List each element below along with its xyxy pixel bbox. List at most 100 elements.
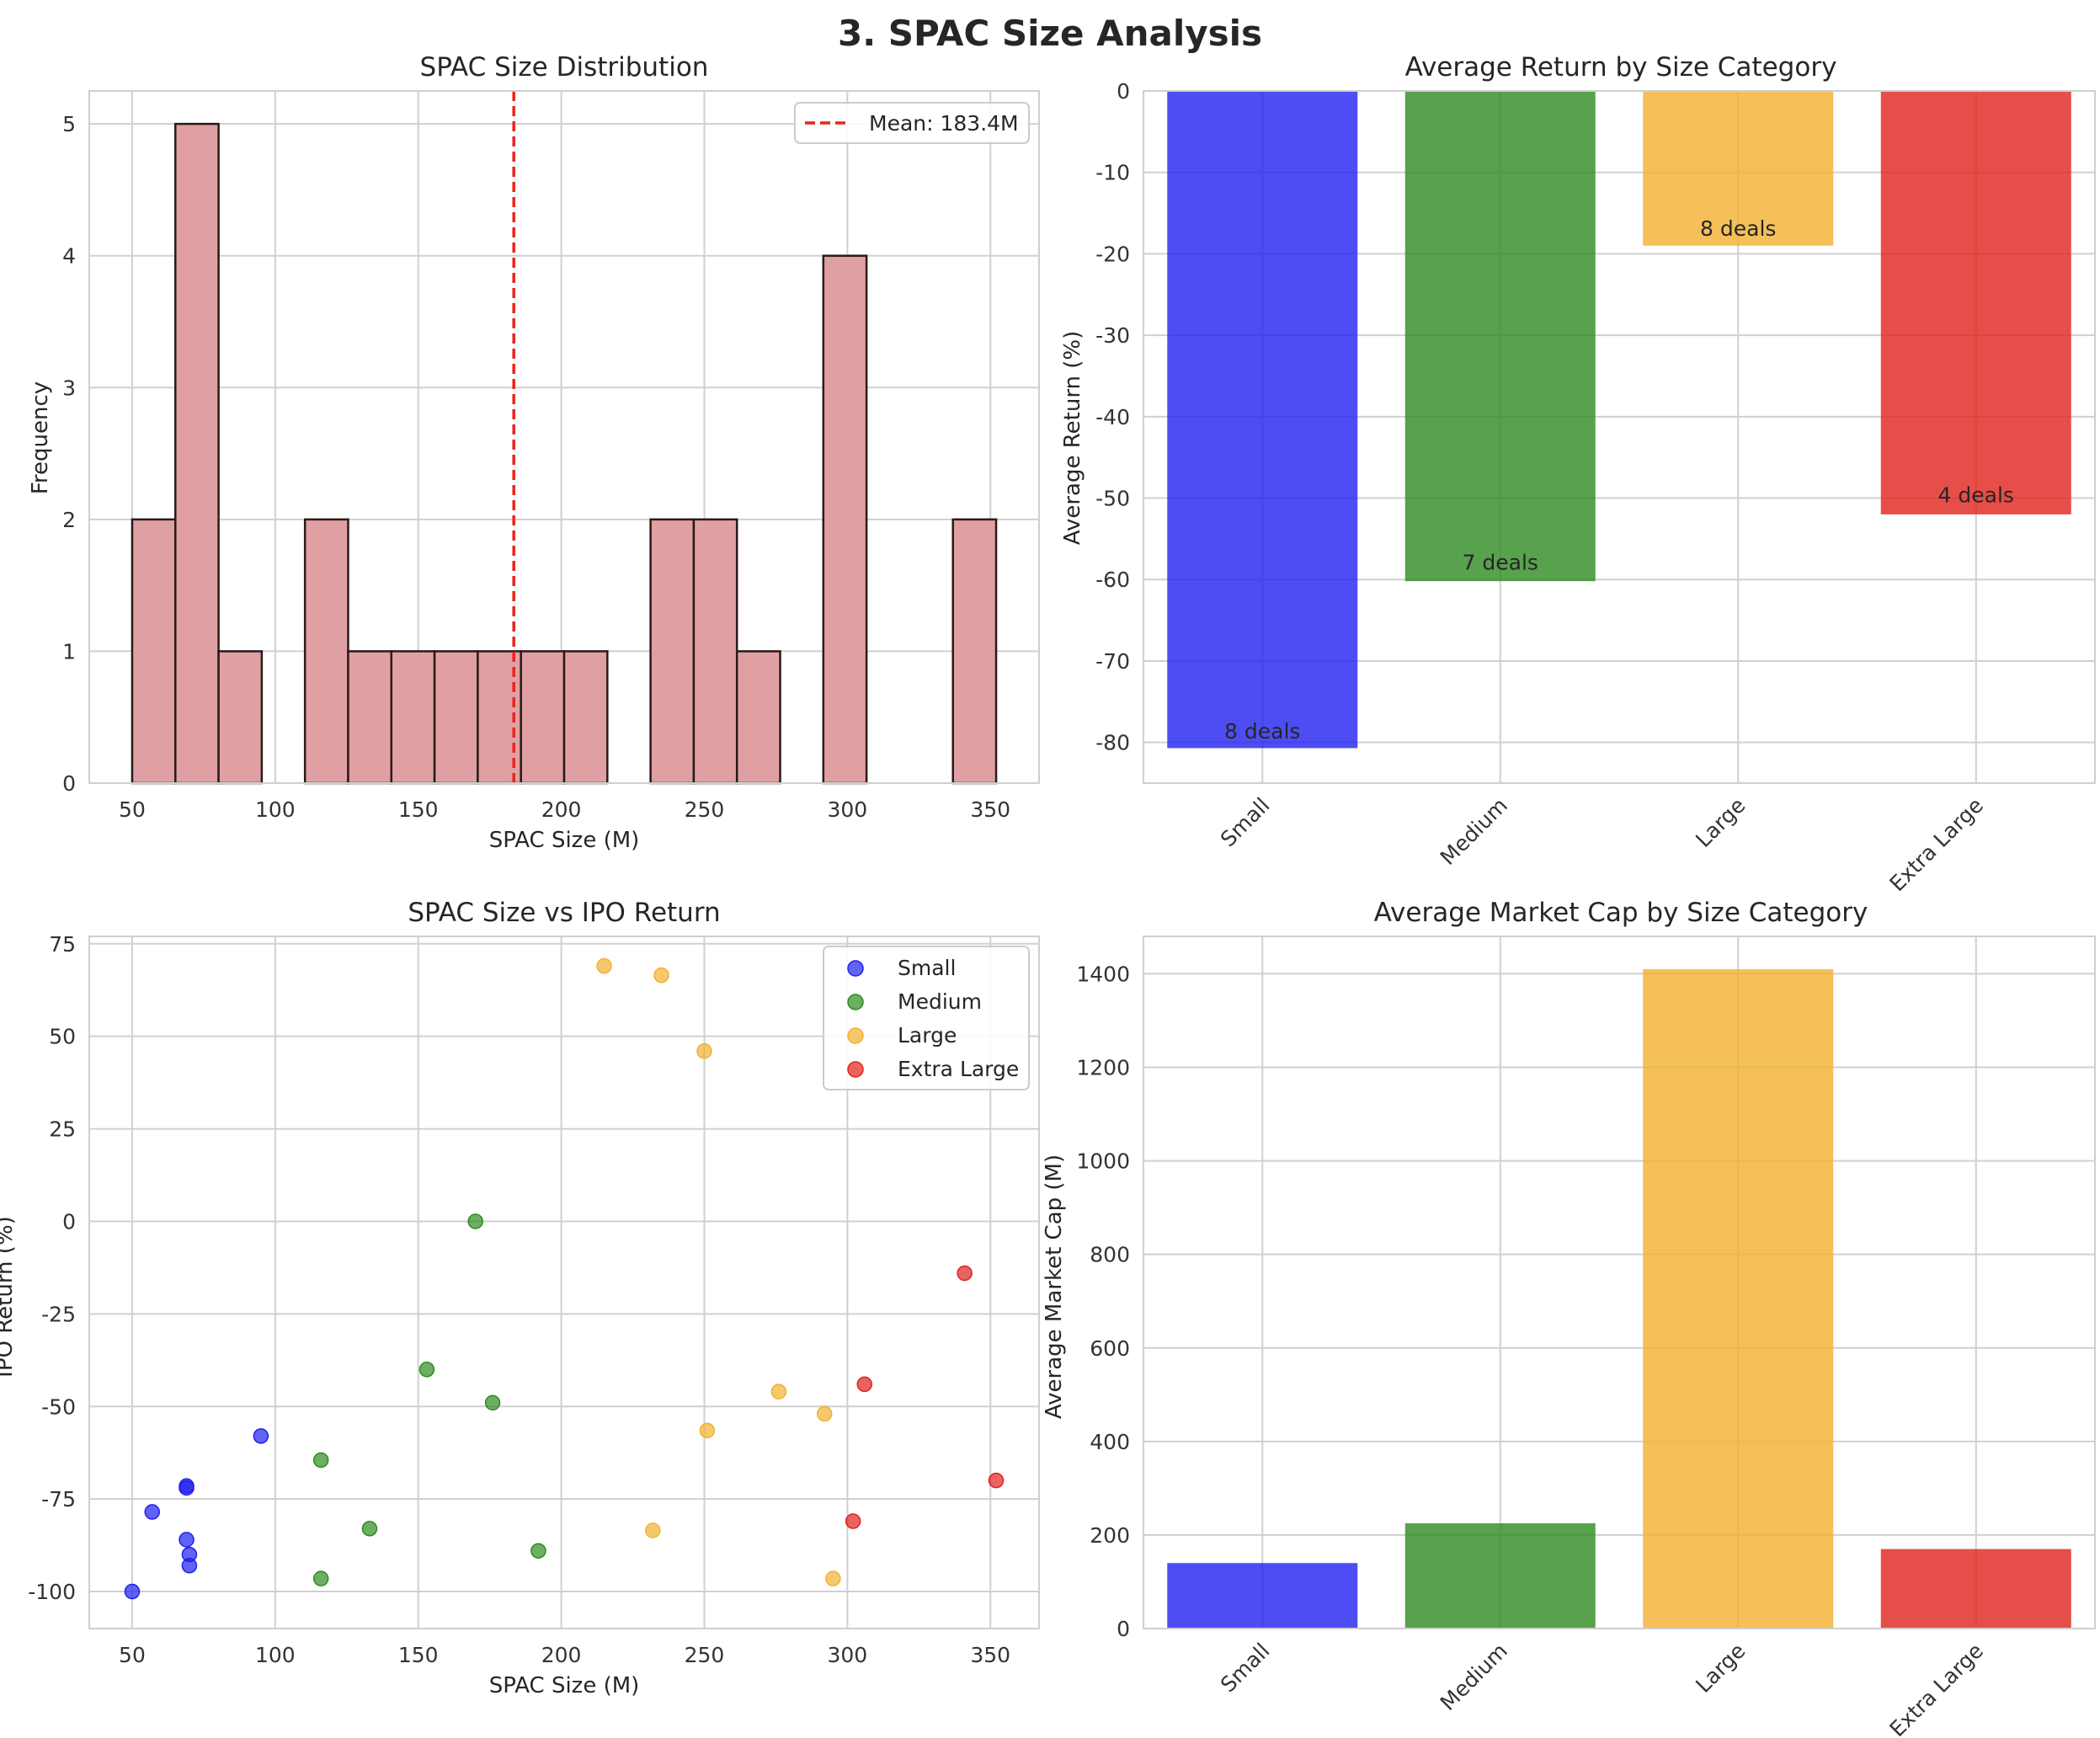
scatter-x-tick: 50 [119,1643,146,1667]
scatter-legend-marker [847,994,864,1010]
scatter-point [312,1452,329,1469]
scatter-y-tick: -100 [28,1580,76,1604]
hist-legend-box [794,102,1030,144]
panel-size-distribution: SPAC Size Distribution SPAC Size (M) Fre… [28,52,1040,853]
ret-x-tick: Small [1216,793,1275,852]
scatter-legend-marker [847,1027,864,1044]
scatter-point [179,1479,195,1496]
scatter-point [124,1583,141,1600]
mcap-y-tick: 1400 [1076,962,1130,986]
hist-y-tick: 1 [62,639,76,664]
scatter-point [418,1362,435,1378]
scatter-x-tick: 250 [685,1643,725,1667]
scatter-point [253,1428,269,1444]
scatter-legend-box [823,946,1030,1090]
ret-bar-annotation: 4 deals [1938,482,2014,507]
ret-x-tick: Extra Large [1884,793,1988,897]
hist-x-tick: 350 [970,797,1010,822]
mcap-y-tick: 800 [1090,1243,1130,1267]
scatter-y-tick: 75 [49,932,76,957]
scatter-y-tick: -75 [41,1487,76,1511]
mcap-x-tick: Extra Large [1884,1639,1988,1738]
figure-title: 3. SPAC Size Analysis [838,13,1262,54]
hist-bar [390,650,436,785]
scatter-point [957,1265,973,1282]
hist-bar [951,518,998,785]
scatter-ylabel: IPO Return (%) [0,1216,18,1378]
hist-x-tick: 250 [685,797,725,822]
mcap-bar [1167,1563,1358,1629]
ret-y-tick: -30 [1095,323,1130,348]
mcap-axes-frame [1143,936,2096,1629]
scatter-title: SPAC Size vs IPO Return [408,898,720,928]
scatter-point [699,1422,716,1439]
mcap-bar [1880,1549,2071,1629]
ret-y-tick: -70 [1095,649,1130,674]
scatter-point [179,1532,195,1548]
scatter-legend-label: Small [898,956,956,980]
hist-x-tick: 200 [541,797,582,822]
panel-size-vs-return: SPAC Size vs IPO Return SPAC Size (M) IP… [0,898,1040,1698]
scatter-legend-marker [847,1061,864,1078]
scatter-xlabel: SPAC Size (M) [489,1673,640,1698]
ret-bar-annotation: 8 deals [1700,216,1776,241]
mcap-y-tick: 0 [1117,1617,1130,1641]
scatter-point [770,1383,787,1399]
mcap-x-tick: Large [1691,1639,1750,1698]
hist-ylabel: Frequency [28,381,53,494]
scatter-point [530,1543,546,1559]
hist-bar [303,518,349,785]
hist-legend-label: Mean: 183.4M [869,111,1019,136]
scatter-y-tick: 50 [49,1025,76,1049]
scatter-x-tick: 150 [398,1643,439,1667]
scatter-point [653,967,669,984]
mcap-y-tick: 400 [1090,1430,1130,1454]
ret-y-tick: -10 [1095,161,1130,185]
scatter-point [181,1558,198,1574]
scatter-x-tick: 100 [255,1643,296,1667]
ret-bar [1643,91,1834,246]
hist-bar [174,122,220,785]
scatter-x-tick: 200 [541,1643,582,1667]
mcap-bar [1404,1523,1596,1629]
scatter-y-tick: 25 [49,1117,76,1142]
scatter-point [988,1472,1005,1489]
mcap-y-tick: 1200 [1076,1056,1130,1080]
ret-x-tick: Medium [1436,793,1512,870]
panel-average-return: Average Return by Size Category Average … [1060,52,2096,897]
scatter-legend-label: Medium [898,989,982,1014]
hist-y-tick: 3 [62,376,76,400]
hist-bar [735,650,781,785]
hist-bar [520,650,566,785]
hist-bar [692,518,738,785]
hist-x-tick: 50 [119,797,146,822]
ret-y-tick: -20 [1095,242,1130,266]
scatter-point [312,1570,329,1586]
scatter-point [825,1570,841,1586]
scatter-point [144,1504,160,1520]
ret-bar [1880,91,2071,514]
scatter-x-tick: 300 [828,1643,868,1667]
scatter-y-tick: 0 [62,1209,76,1234]
hist-bar [131,518,177,785]
scatter-legend-marker [847,960,864,977]
scatter-y-tick: -50 [41,1394,76,1419]
ret-y-tick: -80 [1095,731,1130,755]
mcap-bar [1643,968,1834,1629]
ret-bar [1167,91,1358,749]
scatter-point [645,1522,661,1538]
ret-bar-annotation: 8 deals [1224,719,1300,744]
scatter-point [696,1043,712,1059]
hist-x-tick: 150 [398,797,439,822]
scatter-point [484,1394,501,1411]
scatter-point [845,1513,861,1529]
ret-axes-frame [1143,90,2096,784]
hist-bar [822,254,868,785]
mcap-ylabel: Average Market Cap (M) [1042,1154,1067,1419]
ret-x-tick: Large [1691,793,1750,852]
ret-y-tick: 0 [1117,79,1130,104]
hist-xlabel: SPAC Size (M) [489,828,640,853]
ret-title: Average Return by Size Category [1405,52,1837,83]
mcap-x-tick: Medium [1436,1639,1512,1715]
